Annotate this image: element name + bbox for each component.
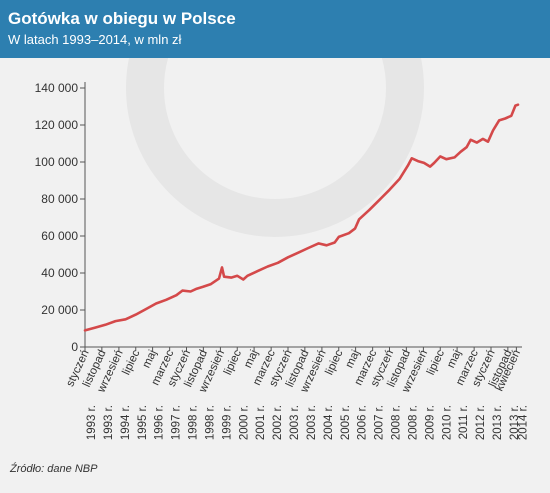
x-tick-year-label: 2003 r. bbox=[306, 405, 318, 440]
line-chart: 0 20 000 40 000 60 000 80 000 100 000 120 000 1… bbox=[35, 58, 529, 440]
x-tick-year-label: 1999 r. bbox=[221, 405, 233, 440]
y-tick-label: 20 000 bbox=[41, 303, 78, 317]
x-tick-year-label: 1994 r. bbox=[120, 405, 132, 440]
x-tick-year-label: 1998 r. bbox=[188, 405, 200, 440]
x-tick-month-label: lipiec bbox=[425, 348, 447, 377]
x-tick-year-label: 2011 r. bbox=[458, 405, 470, 439]
x-tick-year-label: 2010 r. bbox=[441, 405, 453, 440]
y-tick-label: 100 000 bbox=[35, 155, 79, 169]
x-tick-year-label: 2013 r. bbox=[492, 405, 504, 440]
x-tick-year-label: 2008 r. bbox=[407, 405, 419, 440]
y-tick-label: 60 000 bbox=[41, 229, 78, 243]
x-tick-year-label: 1993 r. bbox=[103, 405, 115, 440]
x-tick-year-label: 2013 r. bbox=[509, 405, 521, 440]
x-tick-year-label: 2008 r. bbox=[391, 405, 403, 440]
x-tick-month-label: lipiec bbox=[324, 348, 346, 377]
chart-subtitle: W latach 1993–2014, w mln zł bbox=[8, 32, 182, 47]
y-tick-label: 140 000 bbox=[35, 81, 79, 95]
x-tick-year-label: 2000 r. bbox=[238, 405, 250, 440]
x-tick-year-label: 1995 r. bbox=[137, 405, 149, 440]
x-tick-year-label: 2004 r. bbox=[323, 405, 335, 440]
x-tick-year-label: 2002 r. bbox=[272, 405, 284, 440]
source-note: Źródło: dane NBP bbox=[10, 463, 98, 475]
x-tick-year-label: 2009 r. bbox=[424, 405, 436, 440]
x-tick-year-label: 2012 r. bbox=[475, 405, 487, 440]
x-tick-year-label: 1998 r. bbox=[204, 405, 216, 440]
y-tick-label: 40 000 bbox=[41, 266, 78, 280]
x-tick-year-label: 2005 r. bbox=[340, 405, 352, 440]
chart-title: Gotówka w obiegu w Polsce bbox=[8, 9, 236, 28]
header-bar: Gotówka w obiegu w Polsce W latach 1993–… bbox=[0, 0, 550, 58]
x-tick-year-label: 1996 r. bbox=[154, 405, 166, 440]
series-line bbox=[83, 103, 520, 332]
watermark-ring bbox=[126, 58, 424, 237]
y-tick-label: 0 bbox=[71, 340, 78, 354]
x-tick-month-label: lipiec bbox=[222, 348, 244, 377]
y-tick-label: 120 000 bbox=[35, 118, 79, 132]
x-tick-year-label: 1993 r. bbox=[86, 405, 98, 440]
x-tick-year-label: 2006 r. bbox=[357, 405, 369, 440]
y-tick-label: 80 000 bbox=[41, 192, 78, 206]
x-tick-year-label: 2003 r. bbox=[289, 405, 301, 440]
x-tick-year-label: 2001 r. bbox=[255, 405, 267, 440]
x-tick-year-label: 2007 r. bbox=[374, 405, 386, 440]
x-tick-year-label: 1997 r. bbox=[171, 405, 183, 440]
x-tick-year-label: 2014 r. bbox=[517, 405, 529, 440]
x-tick-month-label: lipiec bbox=[121, 348, 143, 377]
